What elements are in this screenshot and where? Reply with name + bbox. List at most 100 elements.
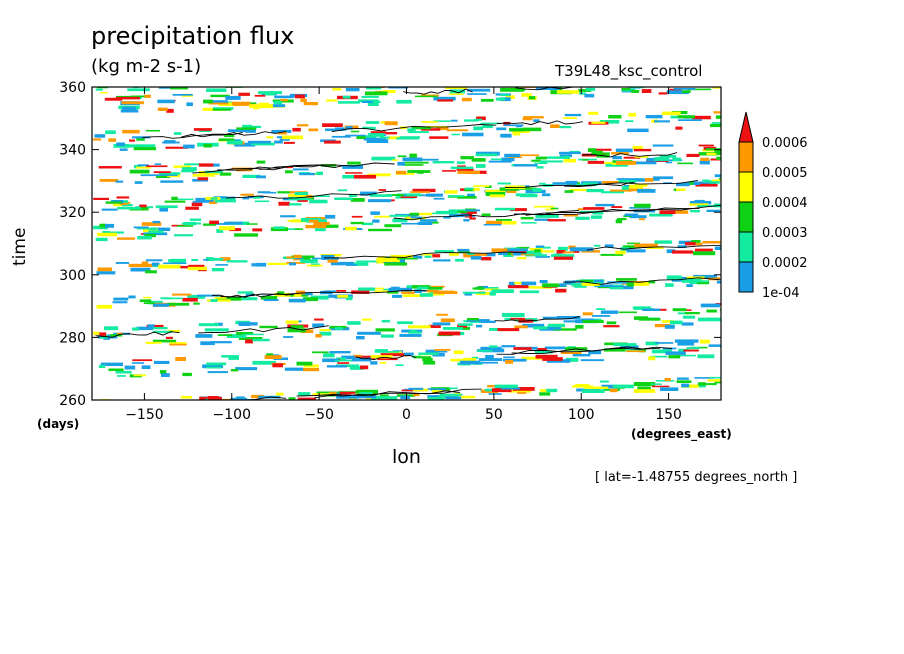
precip-cell [610, 388, 618, 393]
precip-cell [603, 348, 626, 352]
precip-cell [169, 297, 183, 300]
precip-cell [209, 100, 228, 103]
precip-cell [390, 254, 414, 258]
precip-cell [675, 126, 683, 130]
precip-cell [208, 258, 224, 261]
precip-cell [327, 259, 338, 263]
precip-cell [555, 288, 567, 293]
precip-cell [458, 251, 471, 253]
precip-cell [438, 331, 461, 336]
precip-cell [356, 336, 365, 340]
precip-cell [655, 342, 674, 344]
precip-cell [449, 213, 470, 217]
x-tick-label: 0 [402, 407, 411, 423]
precip-cell [362, 126, 376, 130]
precip-cell [155, 205, 178, 209]
precip-cell [133, 374, 147, 377]
precip-cell [535, 256, 550, 258]
precip-cell [178, 401, 191, 404]
precip-cell [379, 361, 387, 364]
precip-cell [139, 204, 147, 209]
precip-cell [277, 291, 285, 295]
precip-cell [187, 266, 207, 271]
precip-cell [402, 164, 424, 166]
precip-cell [666, 249, 676, 254]
precip-cell [544, 346, 566, 350]
precip-cell [641, 89, 652, 93]
precip-cell [288, 397, 296, 400]
contour-line [185, 529, 244, 533]
precip-cell [676, 182, 690, 187]
precip-cell [127, 88, 150, 92]
precip-cell [141, 365, 151, 369]
precip-cell [361, 95, 379, 98]
precip-cell [323, 353, 335, 358]
precip-cell [428, 324, 441, 328]
precip-cell [181, 170, 195, 173]
precip-cell [578, 216, 590, 220]
precip-cell [485, 252, 496, 257]
precip-cell [245, 339, 253, 344]
precip-cell [204, 170, 223, 174]
precip-cell [263, 401, 280, 403]
precip-cell [535, 245, 545, 248]
precip-cell [116, 406, 123, 408]
precip-cell [534, 162, 548, 164]
precip-cell [437, 99, 454, 102]
precip-cell [606, 321, 617, 325]
precip-cell [571, 385, 594, 388]
precip-cell [517, 392, 527, 394]
precip-cell [314, 318, 324, 321]
precip-cell [678, 348, 689, 352]
precip-cell [476, 164, 486, 168]
contour-line [496, 346, 661, 355]
precip-cell [510, 317, 526, 320]
y-tick-label: 360 [59, 80, 86, 96]
precip-cell [419, 293, 433, 297]
precip-cell [670, 320, 683, 325]
precip-cell [715, 115, 721, 119]
precip-cell [467, 193, 475, 197]
precip-cell [143, 302, 155, 304]
precip-cell [637, 189, 656, 193]
precip-cell [100, 362, 123, 366]
precip-cell [401, 389, 422, 392]
precip-cell [167, 302, 190, 306]
precip-cell [358, 395, 377, 399]
precip-cell [408, 131, 429, 134]
precip-cell [252, 228, 263, 232]
precip-cell [478, 319, 490, 323]
precip-cell [163, 262, 187, 264]
precip-cell [534, 350, 553, 354]
precip-cell [310, 295, 329, 300]
precip-cell [332, 88, 342, 91]
precip-cell [414, 95, 438, 98]
precip-cell [659, 154, 677, 158]
precip-cell [93, 197, 109, 200]
precip-cell [152, 220, 161, 224]
precip-cell [481, 98, 494, 102]
precip-cell [203, 99, 213, 104]
precip-cell [545, 208, 555, 211]
precip-cell [531, 287, 553, 289]
precip-cell [99, 223, 107, 228]
precip-cell [700, 339, 710, 344]
precip-cell [593, 244, 601, 247]
precip-cell [205, 366, 222, 369]
precip-cell [425, 350, 448, 353]
precip-cell [182, 406, 198, 409]
precip-cell [342, 175, 358, 179]
precip-cell [389, 214, 408, 217]
precip-cell [494, 207, 516, 211]
precip-cell [500, 97, 511, 102]
precip-cell [365, 91, 388, 96]
precip-cell [489, 291, 496, 296]
contour-line [379, 426, 507, 431]
precip-cell [351, 357, 372, 362]
precip-cell [519, 187, 537, 190]
precip-cell [492, 388, 512, 393]
precip-cell [515, 125, 523, 128]
precip-cell [542, 357, 563, 361]
precip-cell [303, 256, 311, 260]
precip-cell [432, 352, 445, 357]
